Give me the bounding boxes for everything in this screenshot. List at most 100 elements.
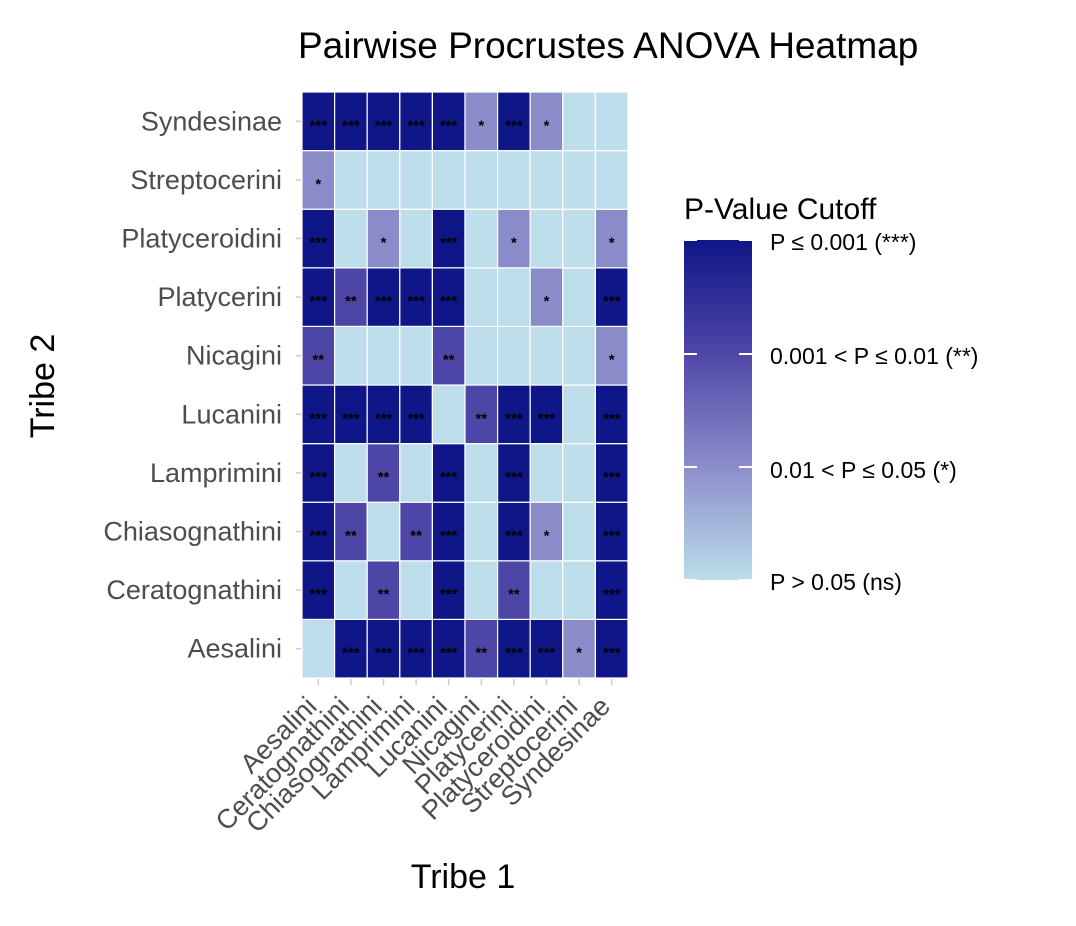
cell-significance-label: *** xyxy=(310,410,328,427)
cell-aesalini-platyceroidini xyxy=(301,208,336,269)
cell-significance-label: *** xyxy=(342,645,360,662)
cell-significance-label: *** xyxy=(505,117,523,134)
cell-aesalini-ceratognathini xyxy=(301,560,336,620)
cell-significance-label: * xyxy=(315,176,321,193)
legend-title: P-Value Cutoff xyxy=(684,193,877,226)
cell-significance-label: *** xyxy=(603,645,621,662)
cell-lucanini-syndesinae xyxy=(431,91,466,152)
cell-significance-label: ** xyxy=(312,352,324,369)
y-tick-lucanini: Lucanini xyxy=(181,399,282,429)
cell-nicagini-aesalini xyxy=(464,618,499,679)
cell-platyceroidini-streptocerini xyxy=(529,150,564,210)
cell-syndesinae-streptocerini xyxy=(594,150,629,210)
cell-syndesinae-lamprimini xyxy=(594,443,629,503)
cell-significance-label: *** xyxy=(505,528,523,545)
legend-label-2: 0.001 < P ≤ 0.01 (**) xyxy=(770,343,978,369)
cell-significance-label: *** xyxy=(440,528,458,545)
cell-significance-label: ** xyxy=(378,586,390,603)
cell-significance-label: ** xyxy=(475,645,487,662)
cell-platyceroidini-lamprimini xyxy=(529,443,564,503)
cell-ceratognathini-lamprimini xyxy=(334,443,368,503)
cell-streptocerini-platycerini xyxy=(562,267,596,327)
cell-significance-label: *** xyxy=(310,235,328,252)
cell-significance-label: *** xyxy=(505,645,523,662)
cell-significance-label: *** xyxy=(375,645,393,662)
cell-platycerini-aesalini xyxy=(497,618,531,679)
cell-nicagini-platycerini xyxy=(464,267,499,327)
chart-title: Pairwise Procrustes ANOVA Heatmap xyxy=(298,25,918,66)
cell-chiasognathini-syndesinae xyxy=(366,91,401,152)
cell-significance-label: *** xyxy=(440,235,458,252)
cell-streptocerini-syndesinae xyxy=(562,91,596,152)
cell-ceratognathini-chiasognathini xyxy=(334,501,368,562)
cell-significance-label: *** xyxy=(375,117,393,134)
cell-significance-label: *** xyxy=(603,293,621,310)
cell-platycerini-nicagini xyxy=(497,325,531,386)
cell-streptocerini-lucanini xyxy=(562,384,596,445)
cell-significance-label: *** xyxy=(505,469,523,486)
cell-significance-label: *** xyxy=(375,293,393,310)
y-tick-nicagini: Nicagini xyxy=(186,341,282,371)
cell-significance-label: *** xyxy=(603,410,621,427)
cell-lamprimini-nicagini xyxy=(399,325,433,386)
cell-ceratognathini-streptocerini xyxy=(334,150,368,210)
cell-significance-label: * xyxy=(381,235,387,252)
cell-significance-label: * xyxy=(544,117,550,134)
cell-significance-label: ** xyxy=(345,293,357,310)
cell-aesalini-platycerini xyxy=(301,267,336,327)
cell-platyceroidini-platyceroidini xyxy=(529,208,564,269)
cell-significance-label: *** xyxy=(440,645,458,662)
cell-lucanini-nicagini xyxy=(431,325,466,386)
cell-significance-label: *** xyxy=(407,645,425,662)
cell-significance-label: * xyxy=(478,117,484,134)
cell-significance-label: * xyxy=(544,293,550,310)
cell-nicagini-nicagini xyxy=(464,325,499,386)
cell-streptocerini-chiasognathini xyxy=(562,501,596,562)
cell-lucanini-ceratognathini xyxy=(431,560,466,620)
cell-significance-label: *** xyxy=(440,586,458,603)
cell-lucanini-streptocerini xyxy=(431,150,466,210)
cell-nicagini-syndesinae xyxy=(464,91,499,152)
x-tick-labels: AesaliniCeratognathiniChiasognathiniLamp… xyxy=(210,679,616,839)
cell-nicagini-platyceroidini xyxy=(464,208,499,269)
cell-significance-label: *** xyxy=(407,410,425,427)
cell-lamprimini-lamprimini xyxy=(399,443,433,503)
cell-lamprimini-platyceroidini xyxy=(399,208,433,269)
cell-ceratognathini-ceratognathini xyxy=(334,560,368,620)
cell-significance-label: *** xyxy=(342,410,360,427)
cell-significance-label: ** xyxy=(443,352,455,369)
cell-significance-label: *** xyxy=(407,293,425,310)
cell-platycerini-platycerini xyxy=(497,267,531,327)
cell-significance-label: *** xyxy=(603,469,621,486)
cell-chiasognathini-streptocerini xyxy=(366,150,401,210)
cell-significance-label: * xyxy=(544,528,550,545)
cell-lamprimini-platycerini xyxy=(399,267,433,327)
cell-significance-label: *** xyxy=(538,645,556,662)
cell-platycerini-ceratognathini xyxy=(497,560,531,620)
heatmap-tiles: *** *** *** *** ** *** *** * ****** ** *** ** ******… xyxy=(301,91,629,679)
cell-aesalini-aesalini xyxy=(301,618,336,679)
cell-ceratognathini-aesalini xyxy=(334,618,368,679)
cell-platycerini-chiasognathini xyxy=(497,501,531,562)
cell-nicagini-chiasognathini xyxy=(464,501,499,562)
cell-nicagini-lamprimini xyxy=(464,443,499,503)
y-tick-ceratognathini: Ceratognathini xyxy=(106,575,282,605)
cell-significance-label: *** xyxy=(375,410,393,427)
cell-significance-label: *** xyxy=(310,293,328,310)
y-tick-chiasognathini: Chiasognathini xyxy=(103,517,282,547)
cell-chiasognathini-chiasognathini xyxy=(366,501,401,562)
y-tick-streptocerini: Streptocerini xyxy=(130,165,282,195)
cell-platyceroidini-ceratognathini xyxy=(529,560,564,620)
cell-significance-label: *** xyxy=(310,586,328,603)
cell-lamprimini-ceratognathini xyxy=(399,560,433,620)
cell-significance-label: *** xyxy=(505,410,523,427)
cell-significance-label: *** xyxy=(310,528,328,545)
cell-aesalini-syndesinae xyxy=(301,91,336,152)
cell-ceratognathini-platyceroidini xyxy=(334,208,368,269)
cell-significance-label: *** xyxy=(310,469,328,486)
cell-significance-label: *** xyxy=(407,117,425,134)
cell-significance-label: * xyxy=(609,352,615,369)
cell-platyceroidini-chiasognathini xyxy=(529,501,564,562)
cell-platycerini-platyceroidini xyxy=(497,208,531,269)
